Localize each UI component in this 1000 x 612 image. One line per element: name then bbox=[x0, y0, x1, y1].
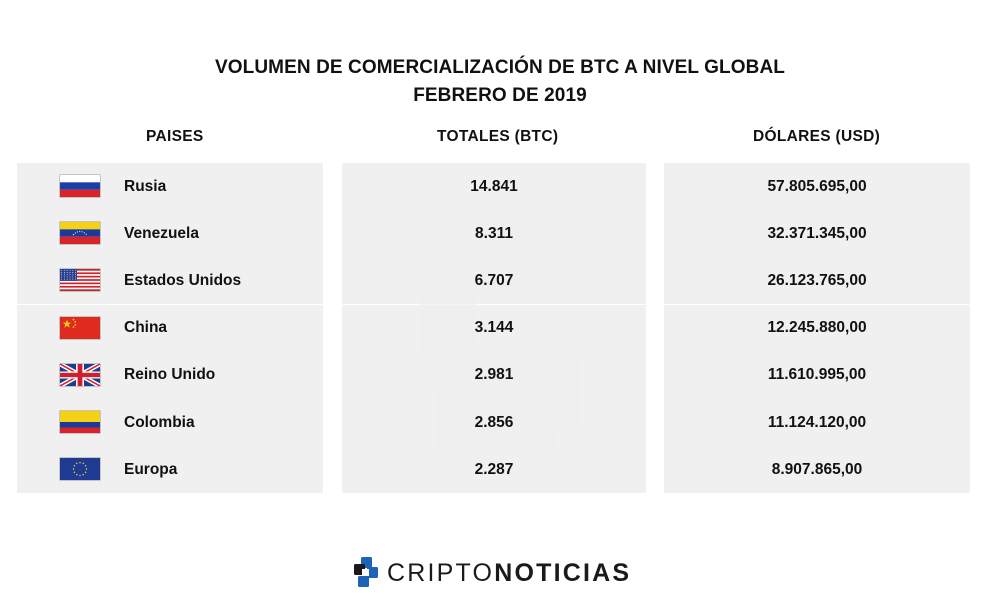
russia-flag-icon bbox=[60, 175, 100, 197]
usd-total-cell: 32.371.345,00 bbox=[664, 210, 970, 258]
chart-title: VOLUMEN DE COMERCIALIZACIÓN DE BTC A NIV… bbox=[215, 57, 785, 78]
btc-total-cell: 6.707 bbox=[342, 257, 646, 305]
table-row: Reino Unido 2.981 11.610.995,00 bbox=[0, 351, 1000, 399]
table-row: Europa 2.287 8.907.865,00 bbox=[0, 446, 1000, 494]
criptonoticias-logo: CRIPTONOTICIAS bbox=[353, 556, 631, 590]
table-row: China 3.144 12.245.880,00 bbox=[0, 304, 1000, 352]
logo-text-noticias: NOTICIAS bbox=[494, 558, 632, 587]
usd-total-cell: 26.123.765,00 bbox=[664, 257, 970, 305]
country-name: Estados Unidos bbox=[124, 271, 242, 289]
table-row: Colombia 2.856 11.124.120,00 bbox=[0, 399, 1000, 446]
venezuela-flag-icon bbox=[60, 222, 100, 245]
logo-text-cripto: CRIPTO bbox=[387, 558, 495, 587]
country-name: Venezuela bbox=[124, 224, 199, 242]
country-cell: Colombia bbox=[17, 399, 323, 446]
country-cell: Europa bbox=[17, 446, 323, 494]
table-row: Rusia 14.841 57.805.695,00 bbox=[0, 163, 1000, 210]
header-totals-btc: TOTALES (BTC) bbox=[437, 128, 559, 145]
usd-total-cell: 57.805.695,00 bbox=[664, 163, 970, 210]
header-countries: PAISES bbox=[146, 128, 204, 145]
country-cell: Estados Unidos bbox=[17, 257, 323, 305]
btc-total-cell: 8.311 bbox=[342, 210, 646, 258]
country-name: Reino Unido bbox=[124, 366, 216, 384]
country-cell: Reino Unido bbox=[17, 351, 323, 399]
usd-total-cell: 12.245.880,00 bbox=[664, 304, 970, 352]
colombia-flag-icon bbox=[60, 411, 100, 433]
chart-subtitle: FEBRERO DE 2019 bbox=[413, 85, 587, 106]
chart-title-block: VOLUMEN DE COMERCIALIZACIÓN DE BTC A NIV… bbox=[0, 54, 1000, 110]
eu-flag-icon bbox=[60, 458, 100, 481]
country-cell: Rusia bbox=[17, 163, 323, 210]
btc-total-cell: 3.144 bbox=[342, 304, 646, 352]
usd-total-cell: 8.907.865,00 bbox=[664, 446, 970, 494]
table-row: Estados Unidos 6.707 26.123.765,00 bbox=[0, 257, 1000, 305]
header-dollars-usd: DÓLARES (USD) bbox=[753, 128, 881, 145]
country-cell: China bbox=[17, 304, 323, 352]
country-cell: Venezuela bbox=[17, 210, 323, 258]
table-row: Venezuela 8.311 32.371.345,00 bbox=[0, 210, 1000, 258]
uk-flag-icon bbox=[60, 363, 100, 386]
usd-total-cell: 11.610.995,00 bbox=[664, 351, 970, 399]
btc-total-cell: 14.841 bbox=[342, 163, 646, 210]
btc-total-cell: 2.856 bbox=[342, 399, 646, 446]
usd-total-cell: 11.124.120,00 bbox=[664, 399, 970, 446]
country-name: China bbox=[124, 319, 168, 337]
country-name: Rusia bbox=[124, 177, 167, 195]
country-name: Europa bbox=[124, 460, 178, 478]
btc-total-cell: 2.287 bbox=[342, 446, 646, 494]
criptonoticias-logo-icon bbox=[354, 557, 378, 587]
china-flag-icon bbox=[60, 316, 100, 339]
usa-flag-icon bbox=[60, 269, 100, 292]
btc-total-cell: 2.981 bbox=[342, 351, 646, 399]
country-name: Colombia bbox=[124, 413, 195, 431]
logo-text: CRIPTONOTICIAS bbox=[387, 559, 631, 588]
